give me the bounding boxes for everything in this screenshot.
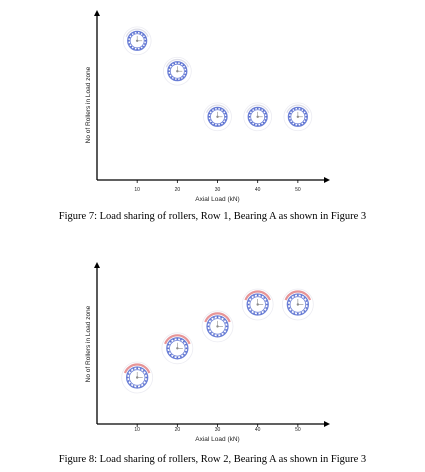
x-tick-label: 10 [134, 187, 140, 193]
x-axis-arrow [324, 421, 330, 427]
load-zone-arc [244, 290, 271, 301]
load-zone-arc [205, 104, 230, 114]
x-axis-label: Axial Load (kN) [195, 196, 239, 203]
chart-row1: 10 20 30 40 50 Axial Load (kN) No of Rollers i… [85, 10, 330, 203]
x-tick-label: 30 [215, 187, 221, 193]
x-tick-label: 40 [255, 187, 261, 193]
x-tick-label: 20 [175, 427, 181, 433]
y-axis-arrow [94, 10, 100, 16]
x-axis-label: Axial Load (kN) [195, 436, 239, 443]
load-zone-arc [164, 334, 191, 345]
y-axis-label: No of Rollers in Load zone [85, 66, 92, 143]
y-axis-arrow [94, 262, 100, 268]
chart-row2: 10 20 30 40 50 Axial Load (kN) No of Rollers i… [85, 262, 330, 443]
data-point [283, 102, 313, 132]
data-point [241, 288, 274, 321]
load-zone-arc [125, 28, 149, 38]
x-tick-label: 40 [255, 427, 261, 433]
figure-caption: Figure 7: Load sharing of rollers, Row 1… [58, 211, 367, 222]
x-tick-label: 50 [295, 187, 301, 193]
data-point [122, 26, 152, 56]
load-zone-arc [284, 290, 312, 301]
x-tick-label: 20 [175, 187, 181, 193]
x-tick-label: 50 [295, 427, 301, 433]
load-zone-arc [204, 312, 231, 323]
data-point [243, 102, 273, 132]
load-zone-arc [123, 363, 151, 374]
data-point [121, 361, 154, 394]
figure-7: 10 20 30 40 50 Axial Load (kN) No of Rollers i… [58, 10, 367, 222]
data-point [203, 102, 232, 132]
data-point [162, 56, 192, 86]
data-point [281, 288, 314, 321]
x-tick-label: 10 [134, 427, 140, 433]
figure-8: 10 20 30 40 50 Axial Load (kN) No of Rollers i… [0, 248, 425, 472]
load-zone-arc [165, 58, 189, 68]
x-axis-arrow [324, 177, 330, 183]
x-tick-label: 30 [215, 427, 221, 433]
figure-caption: Figure 8: Load sharing of rollers, Row 2… [58, 454, 367, 465]
y-axis-label: No of Rollers in Load zone [85, 305, 92, 382]
data-point [201, 310, 234, 343]
data-point [161, 332, 194, 365]
load-zone-arc [246, 104, 270, 114]
load-zone-arc [286, 104, 310, 114]
